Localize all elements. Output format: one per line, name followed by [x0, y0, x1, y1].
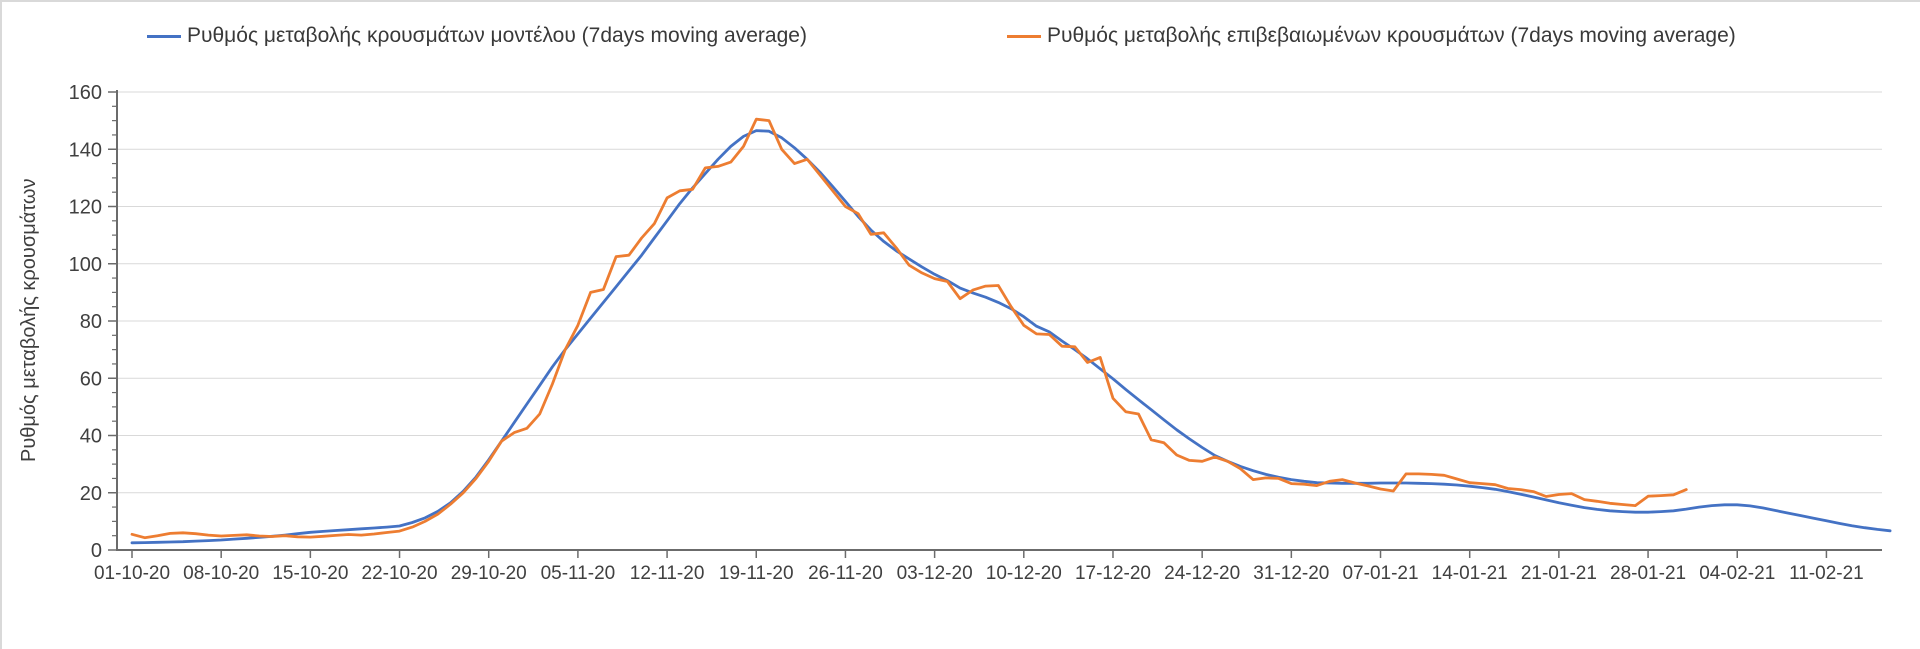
- x-axis-tick-label: 01-10-20: [94, 563, 170, 584]
- x-axis-tick-label: 03-12-20: [897, 563, 973, 584]
- y-axis-tick-label: 60: [80, 368, 102, 390]
- y-axis-tick-label: 120: [69, 197, 102, 219]
- legend-label-model: Ρυθμός μεταβολής κρουσμάτων μοντέλου (7d…: [187, 24, 807, 47]
- x-axis-tick-label: 31-12-20: [1253, 563, 1329, 584]
- legend-label-confirmed: Ρυθμός μεταβολής επιβεβαιωμένων κρουσμάτ…: [1047, 24, 1736, 47]
- confirmed-series-legend-line-icon: [1007, 34, 1041, 38]
- x-axis-tick-label: 05-11-20: [541, 563, 616, 584]
- x-axis-tick-label: 26-11-20: [808, 563, 883, 584]
- x-axis-tick-label: 22-10-20: [362, 563, 438, 584]
- model-series-legend-line-icon: [147, 34, 181, 38]
- x-axis-tick-label: 12-11-20: [630, 563, 705, 584]
- y-axis-tick-label: 0: [91, 540, 102, 562]
- y-axis-tick-label: 80: [80, 311, 102, 333]
- legend-item-model: Ρυθμός μεταβολής κρουσμάτων μοντέλου (7d…: [147, 24, 807, 48]
- x-axis-tick-label: 08-10-20: [183, 563, 259, 584]
- y-axis-tick-label: 40: [80, 426, 102, 448]
- x-axis-tick-label: 04-02-21: [1699, 563, 1775, 584]
- x-axis-tick-label: 28-01-21: [1610, 563, 1686, 584]
- y-axis-tick-label: 100: [69, 254, 102, 276]
- y-axis-tick-label: 140: [69, 139, 102, 161]
- chart-legend: Ρυθμός μεταβολής κρουσμάτων μοντέλου (7d…: [2, 24, 1920, 54]
- x-axis-tick-label: 21-01-21: [1521, 563, 1597, 584]
- y-axis-tick-label: 160: [69, 82, 102, 104]
- x-axis-tick-label: 14-01-21: [1432, 563, 1508, 584]
- x-axis-tick-label: 19-11-20: [719, 563, 794, 584]
- x-axis-tick-label: 24-12-20: [1164, 563, 1240, 584]
- x-axis-tick-label: 15-10-20: [272, 563, 348, 584]
- legend-item-confirmed: Ρυθμός μεταβολής επιβεβαιωμένων κρουσμάτ…: [1007, 24, 1736, 48]
- y-axis-tick-label: 20: [80, 483, 102, 505]
- x-axis-tick-label: 11-02-21: [1789, 563, 1864, 584]
- x-axis-tick-label: 17-12-20: [1075, 563, 1151, 584]
- confirmed-series-line: [130, 117, 1688, 540]
- x-axis-tick-label: 07-01-21: [1342, 563, 1418, 584]
- x-axis-tick-label: 10-12-20: [986, 563, 1062, 584]
- model-series-line: [130, 129, 1892, 545]
- x-axis-tick-label: 29-10-20: [451, 563, 527, 584]
